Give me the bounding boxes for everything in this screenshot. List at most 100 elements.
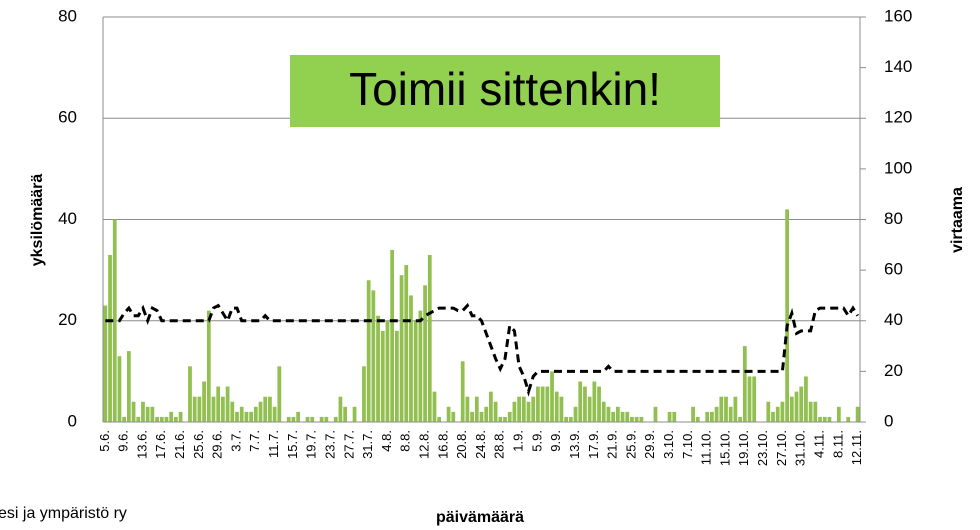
- bar: [611, 411, 616, 422]
- bar: [380, 330, 385, 422]
- bar: [263, 396, 268, 422]
- x-tick-label: 7.7.: [247, 430, 262, 452]
- x-tick-label: 24.8.: [473, 430, 488, 459]
- x-tick-label: 29.9.: [642, 430, 657, 459]
- bar: [804, 376, 808, 422]
- x-tick-label: 5.6.: [97, 430, 112, 452]
- x-tick-label: 12.11.: [849, 430, 864, 465]
- bar: [451, 411, 456, 422]
- x-tick-label: 25.9.: [623, 430, 638, 459]
- bar: [503, 416, 507, 422]
- bar: [178, 411, 183, 422]
- bar: [479, 411, 484, 422]
- y2-tick-label: 0: [884, 411, 893, 430]
- bar: [188, 366, 192, 422]
- bar: [601, 401, 606, 422]
- bar: [554, 391, 559, 422]
- bar: [794, 391, 799, 422]
- bar: [409, 295, 413, 422]
- bar: [484, 406, 489, 422]
- bar: [620, 411, 625, 422]
- bar: [691, 406, 695, 422]
- bar: [258, 401, 263, 422]
- bar: [338, 396, 343, 422]
- x-tick-label: 15.10.: [717, 430, 732, 466]
- bar: [136, 416, 141, 422]
- bar: [126, 351, 131, 422]
- bar: [474, 396, 479, 422]
- bar: [615, 406, 620, 422]
- bar: [587, 396, 592, 422]
- y2-tick-label: 160: [884, 6, 912, 25]
- bar: [117, 356, 122, 422]
- bar: [418, 310, 423, 422]
- bar: [413, 320, 418, 422]
- bar: [432, 391, 437, 422]
- bar: [559, 396, 564, 422]
- x-tick-label: 16.8.: [435, 430, 450, 459]
- bar: [446, 406, 451, 422]
- y-tick-label: 40: [58, 209, 77, 228]
- bar: [592, 381, 597, 422]
- x-tick-label: 27.10.: [774, 430, 789, 466]
- bar: [498, 416, 503, 422]
- bar: [775, 406, 780, 422]
- bar: [164, 416, 169, 422]
- bar: [634, 416, 639, 422]
- bar: [371, 290, 376, 422]
- bar: [272, 406, 277, 422]
- bar: [724, 396, 728, 422]
- bar: [536, 386, 540, 422]
- bar: [742, 346, 747, 422]
- bar: [112, 219, 117, 422]
- x-tick-label: 21.6.: [172, 430, 187, 459]
- bar: [286, 416, 291, 422]
- bar: [423, 285, 427, 422]
- bar: [836, 406, 841, 422]
- x-tick-label: 7.10.: [680, 430, 695, 459]
- bar: [583, 386, 587, 422]
- footer: esi ja ympäristö ry: [0, 505, 127, 522]
- x-tick-label: 9.9.: [548, 430, 563, 452]
- bar: [789, 396, 794, 422]
- bar: [733, 396, 738, 422]
- bar: [526, 401, 531, 422]
- x-tick-label: 27.7.: [341, 430, 356, 459]
- x-tick-label: 31.7.: [360, 430, 375, 459]
- x-tick-label: 12.8.: [417, 430, 432, 459]
- bar: [385, 320, 390, 422]
- bar: [310, 416, 315, 422]
- bar: [221, 396, 225, 422]
- x-tick-label: 19.7.: [304, 430, 319, 459]
- bar: [376, 315, 380, 422]
- x-axis-title: päivämäärä: [436, 509, 524, 526]
- bar: [597, 386, 601, 422]
- bar: [752, 376, 757, 422]
- bar: [352, 406, 357, 422]
- y2-tick-label: 120: [884, 108, 912, 127]
- x-tick-label: 13.9.: [567, 430, 582, 459]
- bar: [103, 305, 108, 422]
- bar: [155, 416, 159, 422]
- bar: [211, 396, 216, 422]
- bar: [799, 386, 804, 422]
- x-tick-label: 13.6.: [134, 430, 149, 459]
- bar: [517, 396, 521, 422]
- bar: [653, 406, 658, 422]
- x-tick-label: 17.6.: [153, 430, 168, 459]
- x-tick-label: 8.11.: [830, 430, 845, 458]
- annotation-box: [290, 55, 720, 127]
- bar: [268, 396, 272, 422]
- y-tick-label: 80: [58, 6, 77, 25]
- x-tick-label: 3.7.: [228, 430, 243, 452]
- x-tick-label: 28.8.: [492, 430, 507, 459]
- bar: [235, 411, 239, 422]
- bar: [846, 416, 851, 422]
- bar: [197, 396, 202, 422]
- x-tick-label: 3.10.: [661, 430, 676, 459]
- bar: [714, 406, 719, 422]
- bar: [705, 411, 710, 422]
- bar: [319, 416, 324, 422]
- bar: [230, 401, 235, 422]
